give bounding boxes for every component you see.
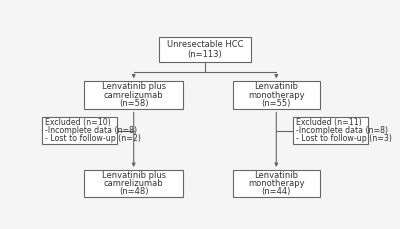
FancyBboxPatch shape: [233, 170, 320, 197]
FancyBboxPatch shape: [233, 81, 320, 109]
Text: Excluded (n=11): Excluded (n=11): [296, 118, 362, 127]
Text: - Lost to follow-up (n=2): - Lost to follow-up (n=2): [45, 134, 141, 143]
Text: Excluded (n=10): Excluded (n=10): [45, 118, 111, 127]
Text: Lenvatinib plus: Lenvatinib plus: [102, 82, 166, 91]
Text: -Incomplete data (n=8): -Incomplete data (n=8): [45, 126, 137, 135]
Text: camrelizumab: camrelizumab: [104, 91, 164, 100]
Text: camrelizumab: camrelizumab: [104, 179, 164, 188]
Text: monotherapy: monotherapy: [248, 179, 305, 188]
FancyBboxPatch shape: [293, 117, 368, 144]
Text: (n=55): (n=55): [262, 99, 291, 108]
Text: Lenvatinib: Lenvatinib: [254, 82, 298, 91]
Text: (n=58): (n=58): [119, 99, 148, 108]
FancyBboxPatch shape: [84, 81, 183, 109]
Text: (n=44): (n=44): [262, 187, 291, 196]
FancyBboxPatch shape: [158, 37, 252, 62]
Text: monotherapy: monotherapy: [248, 91, 305, 100]
Text: Lenvatinib plus: Lenvatinib plus: [102, 171, 166, 180]
Text: -Incomplete data (n=8): -Incomplete data (n=8): [296, 126, 388, 135]
Text: Lenvatinib: Lenvatinib: [254, 171, 298, 180]
Text: (n=113): (n=113): [188, 50, 222, 59]
FancyBboxPatch shape: [84, 170, 183, 197]
Text: (n=48): (n=48): [119, 187, 148, 196]
FancyBboxPatch shape: [42, 117, 117, 144]
Text: Unresectable HCC: Unresectable HCC: [167, 40, 243, 49]
Text: - Lost to follow-up (n=3): - Lost to follow-up (n=3): [296, 134, 392, 143]
